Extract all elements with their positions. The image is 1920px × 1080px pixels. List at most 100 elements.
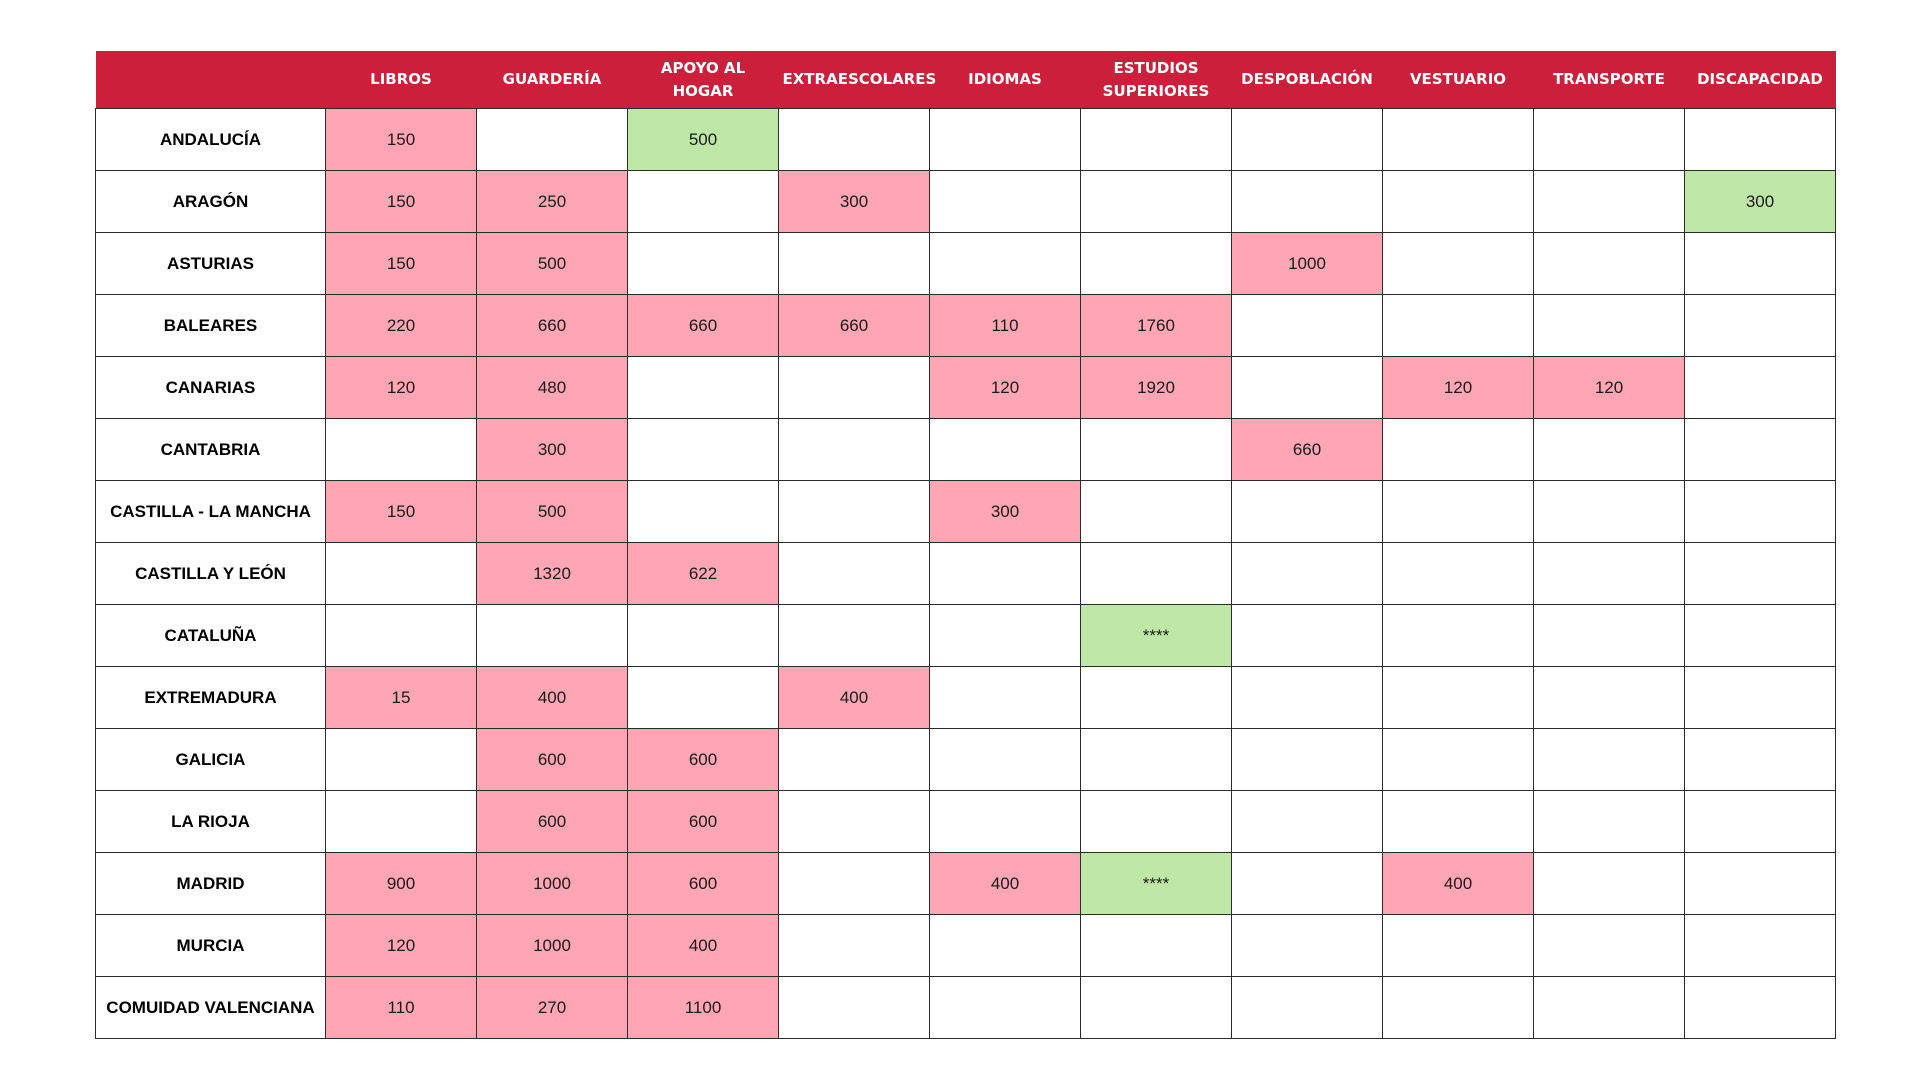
table-cell [1382, 790, 1534, 853]
table-cell: 300 [1684, 170, 1836, 233]
table-cell [1684, 604, 1836, 667]
header-corner [95, 51, 326, 109]
column-header-despoblación: DESPOBLACIÓN [1231, 51, 1383, 109]
table-cell: 300 [929, 480, 1081, 543]
table-cell [1684, 542, 1836, 605]
table-cell: 400 [1382, 852, 1534, 915]
table-cell [1080, 480, 1232, 543]
region-label: BALEARES [95, 294, 326, 357]
table-cell: 660 [778, 294, 930, 357]
region-label: CASTILLA - LA MANCHA [95, 480, 326, 543]
table-row: COMUIDAD VALENCIANA 110 270 1100 [95, 976, 1836, 1039]
header-row: LIBROS GUARDERÍA APOYO AL HOGAR EXTRAESCOLA… [95, 51, 1836, 109]
table-cell [929, 914, 1081, 977]
table-header: LIBROS GUARDERÍA APOYO AL HOGAR EXTRAESCOLA… [95, 51, 1836, 109]
table-cell: 600 [627, 790, 779, 853]
table-cell: 400 [929, 852, 1081, 915]
table-row: MURCIA 120 1000 400 [95, 914, 1836, 977]
table-cell [778, 790, 930, 853]
table-cell [778, 976, 930, 1039]
table-cell [929, 542, 1081, 605]
table-cell [929, 232, 1081, 295]
table-cell [476, 604, 628, 667]
region-label: COMUIDAD VALENCIANA [95, 976, 326, 1039]
table-cell: 150 [325, 170, 477, 233]
table-row: BALEARES 220 660 660 660 110 1760 [95, 294, 1836, 357]
table-cell: 500 [476, 232, 628, 295]
table-cell [1231, 852, 1383, 915]
table-cell: 1760 [1080, 294, 1232, 357]
column-header-guardería: GUARDERÍA [476, 51, 628, 109]
table-cell [1684, 480, 1836, 543]
table-row: CATALUÑA **** [95, 604, 1836, 667]
region-label: EXTREMADURA [95, 666, 326, 729]
table-row: CANTABRIA 300 660 [95, 418, 1836, 481]
table-row: ANDALUCÍA 150 500 [95, 108, 1836, 171]
table-cell [1684, 976, 1836, 1039]
table-cell [1231, 542, 1383, 605]
table-cell [1684, 418, 1836, 481]
column-header-libros: LIBROS [325, 51, 477, 109]
table-cell [1231, 356, 1383, 419]
table-cell [325, 418, 477, 481]
table-cell [1684, 790, 1836, 853]
table-cell [778, 356, 930, 419]
table-cell [1684, 914, 1836, 977]
table-cell [325, 728, 477, 791]
table-cell [929, 604, 1081, 667]
table-cell [325, 790, 477, 853]
table-row: GALICIA 600 600 [95, 728, 1836, 791]
table-cell [476, 108, 628, 171]
table-cell [778, 232, 930, 295]
aid-table: LIBROS GUARDERÍA APOYO AL HOGAR EXTRAESCOLA… [95, 51, 1836, 1039]
table-cell [1080, 666, 1232, 729]
table-cell: 120 [325, 914, 477, 977]
table-cell [1382, 976, 1534, 1039]
region-label: CANARIAS [95, 356, 326, 419]
table-cell [1533, 294, 1685, 357]
table-row: ASTURIAS 150 500 1000 [95, 232, 1836, 295]
table-cell [1533, 604, 1685, 667]
table-cell [1533, 108, 1685, 171]
table-cell: 1000 [476, 852, 628, 915]
table-cell: 270 [476, 976, 628, 1039]
table-cell [1382, 418, 1534, 481]
table-row: CASTILLA Y LEÓN 1320 622 [95, 542, 1836, 605]
table-cell [627, 232, 779, 295]
region-label: CATALUÑA [95, 604, 326, 667]
table-cell [1684, 728, 1836, 791]
table-cell [929, 976, 1081, 1039]
table-cell: 660 [1231, 418, 1383, 481]
region-label: MURCIA [95, 914, 326, 977]
region-label: ARAGÓN [95, 170, 326, 233]
table-cell [1080, 976, 1232, 1039]
table-cell: 150 [325, 480, 477, 543]
table-cell: **** [1080, 604, 1232, 667]
region-label: CASTILLA Y LEÓN [95, 542, 326, 605]
table-cell [1382, 294, 1534, 357]
column-header-transporte: TRANSPORTE [1533, 51, 1685, 109]
table-cell [1080, 728, 1232, 791]
table-cell [778, 728, 930, 791]
table-cell: 110 [325, 976, 477, 1039]
table-cell: 1100 [627, 976, 779, 1039]
column-header-extraescolares: EXTRAESCOLARES [778, 51, 936, 109]
table-cell: 600 [627, 728, 779, 791]
column-header-discapacidad: DISCAPACIDAD [1684, 51, 1836, 109]
table-cell: 120 [1382, 356, 1534, 419]
table-cell [778, 418, 930, 481]
table-cell [325, 542, 477, 605]
table-row: CANARIAS 120 480 120 1920 120 120 [95, 356, 1836, 419]
table-cell: 622 [627, 542, 779, 605]
table-cell [929, 108, 1081, 171]
table-cell [627, 170, 779, 233]
table-cell [1533, 666, 1685, 729]
table-cell [1231, 604, 1383, 667]
table-cell: 15 [325, 666, 477, 729]
table-cell: 1920 [1080, 356, 1232, 419]
region-label: ASTURIAS [95, 232, 326, 295]
table-cell [1231, 976, 1383, 1039]
table-cell [627, 356, 779, 419]
region-label: LA RIOJA [95, 790, 326, 853]
table-cell [778, 604, 930, 667]
